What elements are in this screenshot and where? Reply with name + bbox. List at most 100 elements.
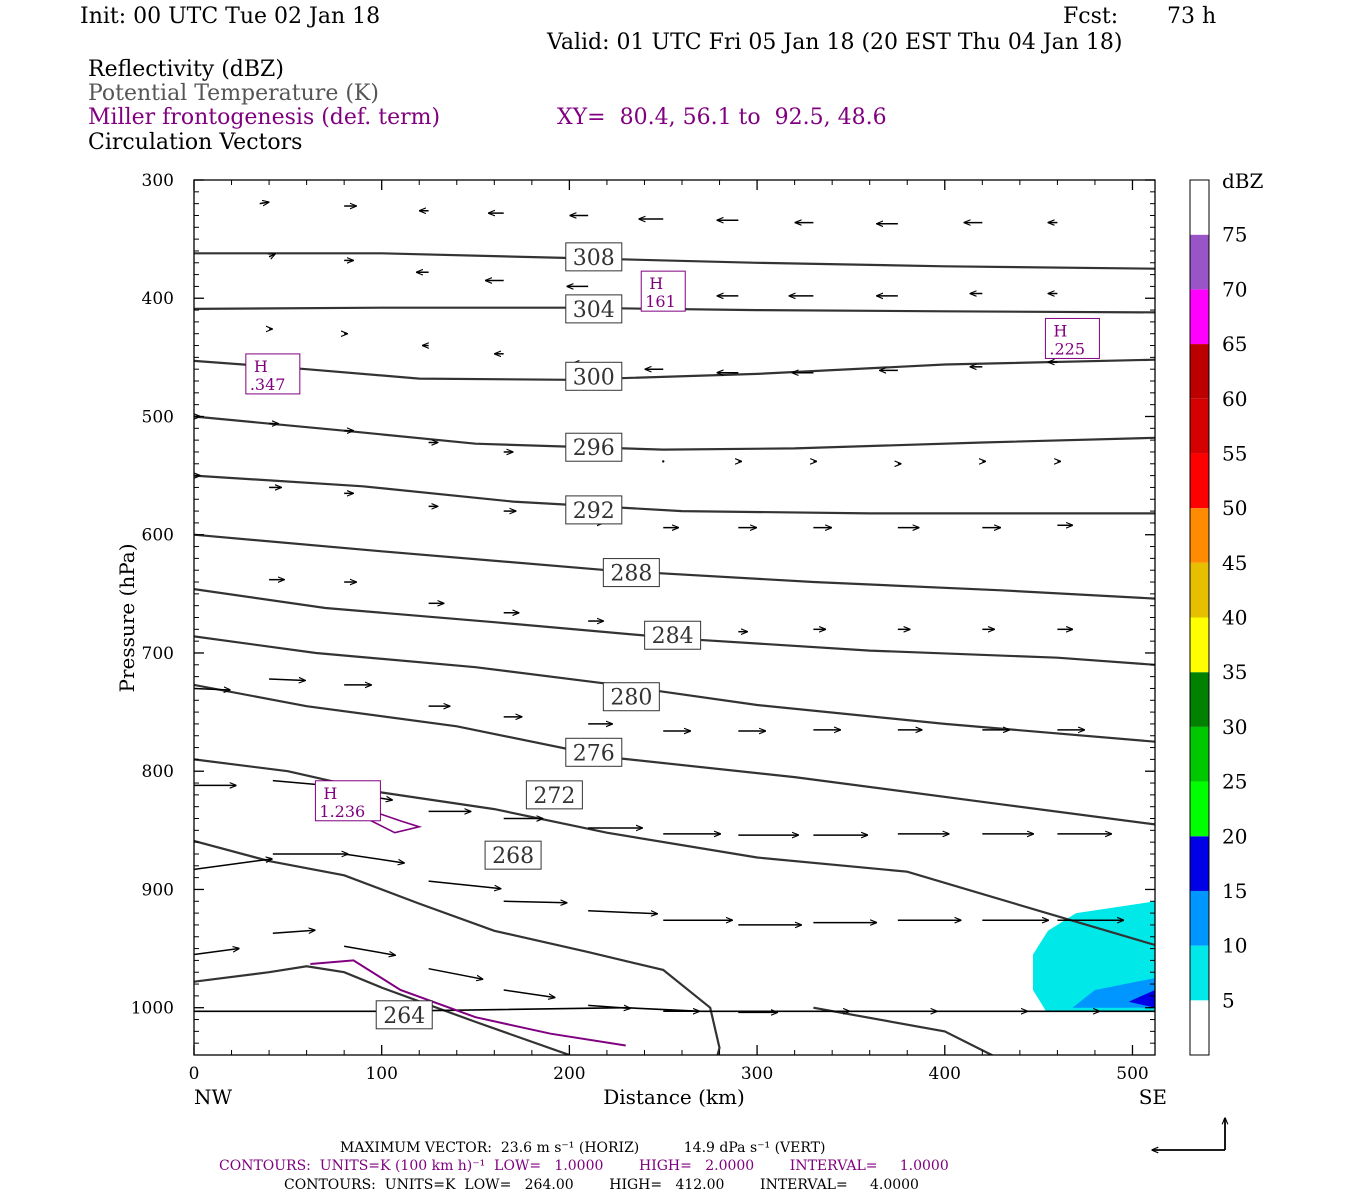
fronto-contour-low	[310, 959, 626, 1047]
theta-label-304: 304	[565, 294, 623, 324]
theta-label-text: 264	[383, 1004, 425, 1029]
circulation-vector	[272, 930, 315, 934]
theta-contour-292	[194, 474, 1155, 515]
circulation-vector	[588, 909, 657, 914]
theta-contour-300	[194, 358, 1155, 381]
colorbar-segment	[1190, 398, 1209, 454]
y-tick-label: 800	[142, 762, 174, 782]
theta-label-276: 276	[565, 737, 623, 767]
fronto-max-.225: H.225	[1044, 317, 1100, 359]
circulation-vector	[344, 945, 395, 955]
circulation-vector	[428, 967, 483, 980]
colorbar-tick-label: 5	[1222, 988, 1235, 1012]
fronto-max-letter: H	[649, 274, 663, 293]
theta-label-box	[644, 620, 702, 650]
theta-label-300: 300	[565, 361, 623, 391]
colorbar-tick-label: 10	[1222, 934, 1247, 958]
colorbar-segment	[1190, 453, 1209, 509]
colorbar-segment	[1190, 234, 1209, 290]
axes-layer: 300 400 500 600 700 800 900 1000 0 100 200 300 400 50…	[131, 171, 1156, 1084]
fronto-max-1.236: H1.236	[314, 780, 381, 822]
theta-label-text: 292	[573, 499, 615, 524]
colorbar-tick-label: 15	[1222, 879, 1247, 903]
theta-label-text: 304	[573, 298, 615, 323]
x-end-label-left: NW	[194, 1085, 233, 1109]
theta-label-text: 272	[533, 784, 575, 809]
field-theta: Potential Temperature (K)	[88, 81, 379, 106]
fronto-max-box	[245, 353, 301, 395]
forecast-label: Fcst:	[1063, 4, 1119, 29]
max-vector-note: MAXIMUM VECTOR: 23.6 m s⁻¹ (HORIZ) 14.9 …	[340, 1140, 826, 1156]
colorbar-tick-label: 70	[1222, 277, 1247, 301]
colorbar-segment	[1190, 836, 1209, 891]
theta-label-272: 272	[525, 780, 583, 810]
theta-label-box	[602, 558, 660, 588]
theta-label-text: 276	[573, 741, 615, 766]
colorbar-tick-label: 20	[1222, 824, 1247, 848]
x-tick-label: 300	[741, 1064, 773, 1084]
circulation-vector	[259, 202, 269, 204]
fronto-max-box	[640, 270, 686, 312]
theta-label-284: 284	[644, 620, 702, 650]
colorbar-tick-label: 40	[1222, 606, 1247, 630]
colorbar-segment	[1190, 781, 1209, 837]
valid-time: Valid: 01 UTC Fri 05 Jan 18 (20 EST Thu …	[547, 30, 1123, 55]
colorbar-tick-label: 55	[1222, 441, 1247, 465]
theta-label-box	[565, 242, 623, 272]
x-axis-label: Distance (km)	[603, 1085, 745, 1109]
theta-contour-296	[194, 415, 1155, 451]
circulation-vector	[194, 859, 272, 871]
theta-layer	[194, 252, 1155, 1055]
reflectivity-area-15	[1128, 990, 1155, 1008]
fronto-max-letter: H	[323, 784, 337, 803]
frontogenesis-layer	[310, 805, 626, 1047]
y-tick-label: 300	[142, 171, 174, 191]
theta-label-box	[565, 495, 623, 525]
colorbar-tick-label: 25	[1222, 770, 1247, 794]
colorbar-tick-label: 35	[1222, 660, 1247, 684]
fronto-max-letter: H	[254, 357, 268, 376]
theta-label-text: 288	[610, 562, 652, 587]
theta-label-box	[484, 840, 542, 870]
theta-label-text: 284	[652, 624, 694, 649]
fronto-max-.347: H.347	[245, 353, 301, 395]
y-tick-label: 1000	[131, 999, 174, 1019]
circulation-vector	[269, 254, 275, 257]
theta-contour-288	[194, 533, 1155, 600]
fronto-max-letter: H	[1053, 321, 1067, 340]
field-reflectivity: Reflectivity (dBZ)	[88, 57, 284, 82]
contour-label-layer: 308304300296292288284280276272268264H161…	[245, 242, 1100, 1030]
circulation-vector	[503, 989, 555, 998]
colorbar-segment	[1190, 562, 1209, 618]
circulation-vector	[588, 1004, 630, 1008]
theta-label-text: 308	[573, 246, 615, 271]
colorbar-segment	[1190, 180, 1209, 235]
theta-label-box	[565, 361, 623, 391]
fronto-max-box	[314, 780, 381, 822]
x-end-label-right: SE	[1139, 1085, 1167, 1109]
colorbar-segment	[1190, 508, 1209, 563]
colorbar-tick-label: 30	[1222, 715, 1247, 739]
fronto-max-value: .347	[250, 375, 286, 394]
forecast-hour: 73 h	[1167, 4, 1217, 29]
fronto-max-value: 161	[645, 292, 676, 311]
fronto-max-box	[1044, 317, 1100, 359]
theta-label-264: 264	[375, 1000, 433, 1030]
theta-contour-280	[194, 635, 1155, 743]
y-tick-label: 600	[142, 526, 174, 546]
theta-label-box	[565, 432, 623, 462]
theta-label-box	[602, 682, 660, 712]
y-tick-label: 700	[142, 644, 174, 664]
theta-contour-272	[194, 758, 1155, 947]
reflectivity-layer	[1033, 901, 1155, 1012]
theta-label-box	[375, 1000, 433, 1030]
theta-contour-264	[194, 965, 572, 1055]
theta-label-text: 268	[492, 844, 534, 869]
init-time: Init: 00 UTC Tue 02 Jan 18	[80, 4, 381, 29]
circulation-vector	[503, 901, 567, 903]
colorbar-tick-label: 45	[1222, 551, 1247, 575]
colorbar-segment	[1190, 890, 1209, 946]
theta-label-box	[525, 780, 583, 810]
theta-contour-268-east	[813, 1006, 993, 1055]
